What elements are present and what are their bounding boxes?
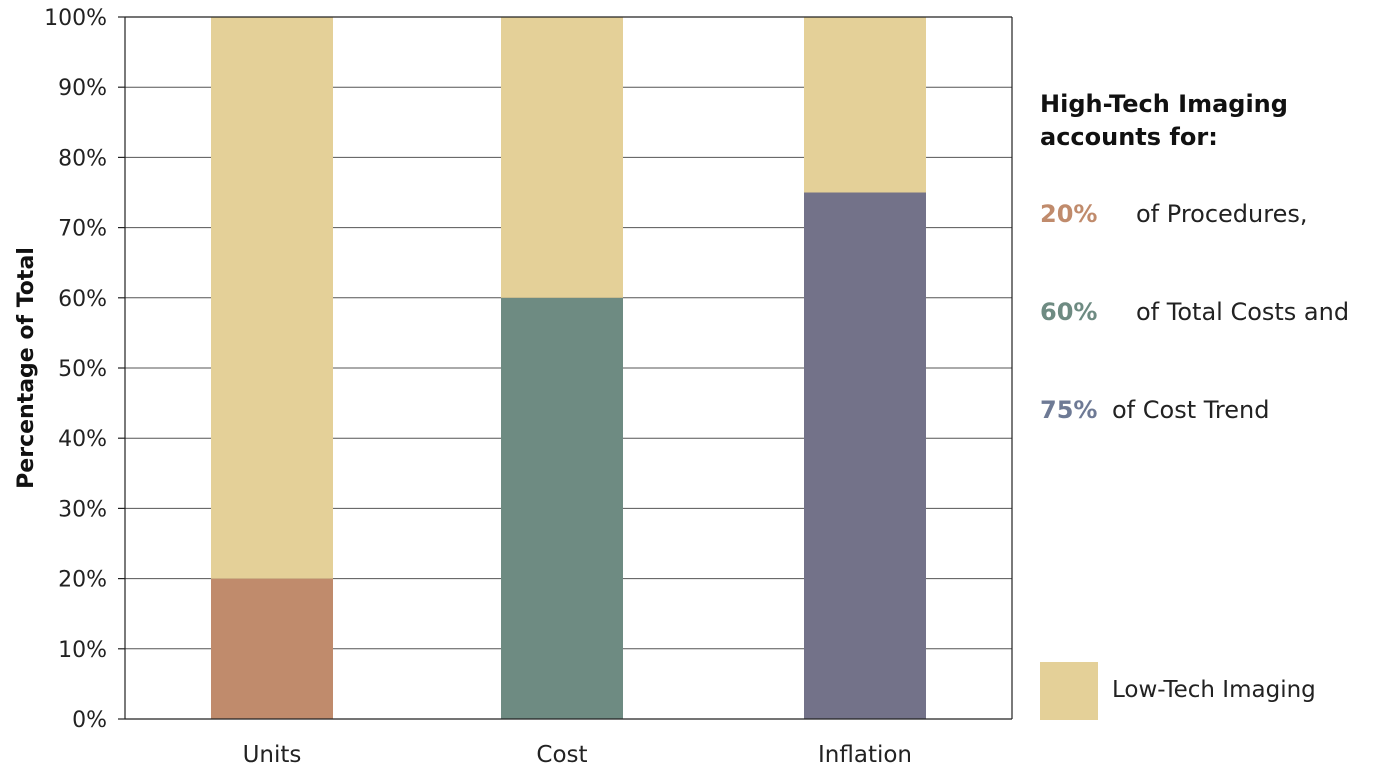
- y-tick-label: 20%: [58, 568, 107, 593]
- y-tick-label: 100%: [44, 6, 107, 31]
- annotation-row-costs: 60% of Total Costs and: [1040, 298, 1349, 326]
- annotation-row-trend: 75% of Cost Trend: [1040, 396, 1269, 424]
- annotation-panel: High-Tech Imaging accounts for: 20% of Pr…: [1040, 88, 1380, 424]
- bar-units-high-tech: [211, 578, 333, 719]
- y-tick-label: 90%: [58, 76, 107, 101]
- annotation-row-procedures: 20% of Procedures,: [1040, 200, 1307, 228]
- y-tick-label: 70%: [58, 217, 107, 242]
- axes: [118, 16, 1013, 720]
- y-tick-labels: 0% 10% 20% 30% 40% 50% 60% 70% 80% 90% 100%: [44, 6, 107, 733]
- legend: Low-Tech Imaging: [1040, 662, 1380, 720]
- y-tick-label: 0%: [72, 708, 107, 733]
- legend-swatch-low-tech: [1040, 662, 1098, 720]
- y-axis-title: Percentage of Total: [14, 247, 39, 489]
- y-tick-label: 10%: [58, 638, 107, 663]
- bar-cost-high-tech: [501, 297, 623, 719]
- bar-inflation-low-tech: [804, 17, 926, 193]
- x-category-labels: Units Cost Inflation: [243, 742, 912, 768]
- annotation-text: of Total Costs and: [1136, 298, 1350, 326]
- x-category-label: Cost: [536, 742, 587, 768]
- bars: [211, 17, 926, 719]
- x-category-label: Units: [243, 742, 302, 768]
- annotation-pct: 20%: [1040, 200, 1098, 228]
- annotation-heading-line2: accounts for:: [1040, 123, 1218, 151]
- bar-chart: 0% 10% 20% 30% 40% 50% 60% 70% 80% 90% 100% Units C…: [14, 6, 1013, 768]
- y-tick-label: 50%: [58, 357, 107, 382]
- x-category-label: Inflation: [818, 742, 912, 768]
- y-tick-label: 60%: [58, 287, 107, 312]
- annotation-text: of Procedures,: [1136, 200, 1308, 228]
- y-tick-label: 80%: [58, 146, 107, 171]
- bar-units-low-tech: [211, 17, 333, 579]
- bar-inflation-high-tech: [804, 192, 926, 719]
- legend-label-low-tech: Low-Tech Imaging: [1112, 677, 1316, 703]
- annotation-heading-line1: High-Tech Imaging: [1040, 90, 1288, 118]
- y-tick-label: 30%: [58, 497, 107, 522]
- bar-cost-low-tech: [501, 17, 623, 298]
- annotation-pct: 60%: [1040, 298, 1098, 326]
- annotation-pct: 75%: [1040, 396, 1098, 424]
- y-tick-label: 40%: [58, 427, 107, 452]
- annotation-text: of Cost Trend: [1112, 396, 1270, 424]
